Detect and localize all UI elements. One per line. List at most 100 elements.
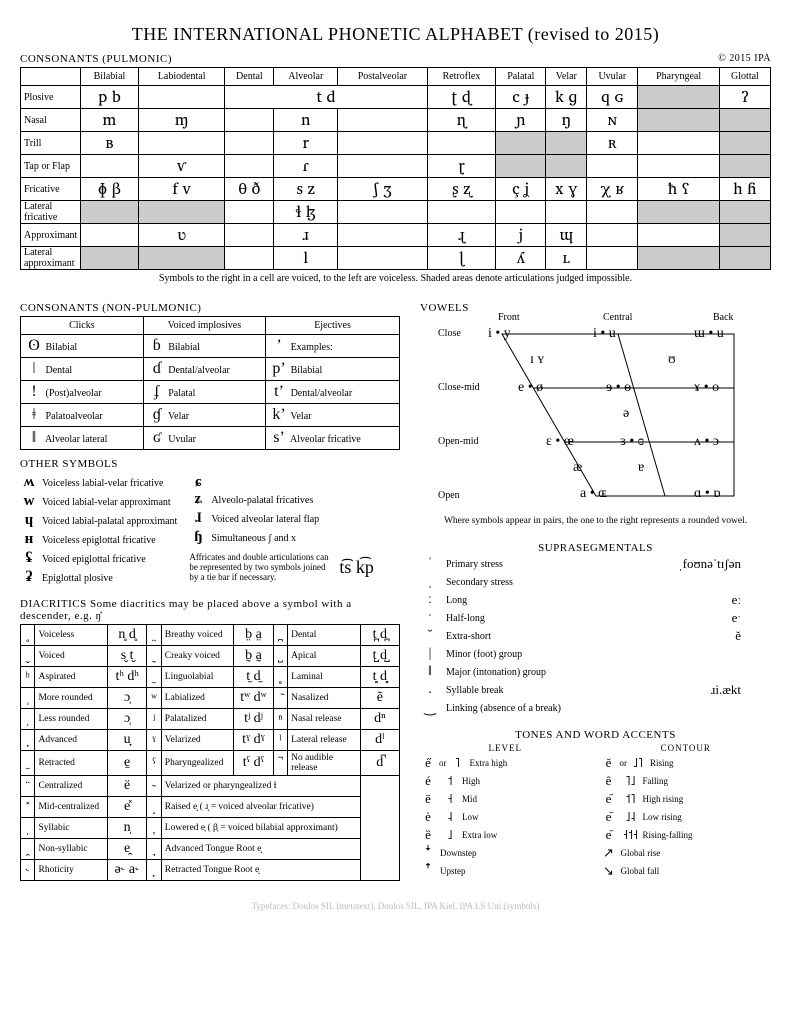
nonpulm-cell: kʼ Velar (266, 404, 400, 427)
copyright: © 2015 IPA (718, 53, 771, 64)
pulm-col: Velar (546, 68, 587, 86)
pulm-row-label: Tap or Flap (21, 155, 81, 178)
pulm-cell (638, 109, 720, 132)
pulm-cell: χ ʁ (587, 178, 638, 201)
pulm-cell: ʂ ʐ (427, 178, 496, 201)
other-symbols-right: ɕ ʑAlveolo-palatal fricativesɺVoiced alv… (189, 474, 374, 546)
supra-item: ˌSecondary stress (420, 574, 771, 590)
pulm-col: Palatal (496, 68, 546, 86)
supra-item: |Minor (foot) group (420, 646, 771, 662)
diacritics-heading: DIACRITICS Some diacritics may be placed… (20, 598, 400, 622)
pulm-col: Dental (225, 68, 274, 86)
pulm-cell: ɭ (427, 247, 496, 270)
pulm-cell (225, 109, 274, 132)
pulm-cell (719, 109, 770, 132)
pulmonic-heading: CONSONANTS (PULMONIC) (20, 53, 172, 65)
pulm-cell (587, 224, 638, 247)
tone-item: ěor˩˥Rising (601, 755, 772, 771)
supra-item: ˑHalf-longeˑ (420, 610, 771, 626)
tiebar-examples: t͡s k͡p (339, 557, 374, 578)
other-symbol: ʜVoiceless epiglottal fricative (20, 531, 177, 548)
pulm-cell: t d (225, 86, 427, 109)
nonpulmonic-heading: CONSONANTS (NON-PULMONIC) (20, 302, 400, 314)
nonpulm-cell: ʘ Bilabial (21, 335, 144, 358)
pulm-cell: l (274, 247, 338, 270)
vowel-point: i • y (488, 326, 511, 342)
pulm-cell (638, 247, 720, 270)
tone-item: e̋or˥Extra high (420, 755, 591, 771)
pulm-cell (587, 155, 638, 178)
pulm-col: Alveolar (274, 68, 338, 86)
pulm-cell: ɾ (274, 155, 338, 178)
pulm-cell: θ ð (225, 178, 274, 201)
pulm-cell: ʎ (496, 247, 546, 270)
diacritics-table: ̥Voicelessn̥ d̥̤Breathy voicedb̤ a̤̪Dent… (20, 624, 400, 881)
supra-item: ‖Major (intonation) group (420, 664, 771, 680)
vowel-note: Where symbols appear in pairs, the one t… (420, 516, 771, 526)
nonpulm-cell: ʄ Palatal (143, 381, 265, 404)
tone-item: e᷄˦˥High rising (601, 791, 772, 807)
other-symbol: ʍVoiceless labial-velar fricative (20, 474, 177, 491)
nonpulm-cell: ʼ Examples: (266, 335, 400, 358)
other-symbol: wVoiced labial-velar approximant (20, 493, 177, 510)
pulm-cell: ɸ β (81, 178, 139, 201)
pulm-col: Postalveolar (338, 68, 427, 86)
pulm-cell (225, 247, 274, 270)
nonpulm-cell: ǃ (Post)alveolar (21, 381, 144, 404)
footer-typefaces: Typefaces: Doulos SIL (metatext), Doulos… (20, 901, 771, 911)
pulm-cell (225, 224, 274, 247)
pulm-row-label: Trill (21, 132, 81, 155)
pulm-cell: ɲ (496, 109, 546, 132)
pulm-cell: r (274, 132, 338, 155)
pulm-cell: s z (274, 178, 338, 201)
supra-item: ̆Extra-shortĕ (420, 628, 771, 644)
vowel-point: ʌ • ɔ (694, 434, 719, 450)
pulm-cell (719, 155, 770, 178)
supra-item: .Syllable breakɹi.ækt (420, 682, 771, 698)
pulm-cell (225, 132, 274, 155)
pulm-cell (225, 155, 274, 178)
pulm-cell: ħ ʕ (638, 178, 720, 201)
pulm-cell (587, 247, 638, 270)
pulm-row-label: Lateral approximant (21, 247, 81, 270)
pulm-cell (546, 201, 587, 224)
pulm-cell: ɳ (427, 109, 496, 132)
nonpulm-cell: pʼ Bilabial (266, 358, 400, 381)
pulm-row-label: Fricative (21, 178, 81, 201)
pulm-cell: p b (81, 86, 139, 109)
vowel-point: ɜ • ɞ (620, 434, 644, 450)
pulm-cell (638, 224, 720, 247)
pulm-cell: ʈ ɖ (427, 86, 496, 109)
pulm-cell (338, 132, 427, 155)
pulm-cell: x ɣ (546, 178, 587, 201)
supra-item: ːLongeː (420, 592, 771, 608)
pulm-cell (638, 201, 720, 224)
tone-item: ꜜDownstep (420, 845, 591, 861)
pulm-row-label: Nasal (21, 109, 81, 132)
nonpulm-cell: sʼ Alveolar fricative (266, 427, 400, 450)
vowel-point: ɤ • o (694, 380, 719, 396)
nonpulm-cell: ǂ Palatoalveolar (21, 404, 144, 427)
pulm-cell: ŋ (546, 109, 587, 132)
pulm-cell (638, 86, 720, 109)
nonpulm-cell: ǀ Dental (21, 358, 144, 381)
pulm-cell: ʋ (138, 224, 224, 247)
pulm-cell (138, 247, 224, 270)
other-symbol: ɺVoiced alveolar lateral flap (189, 510, 374, 527)
contour-head: CONTOUR (601, 743, 772, 753)
pulm-cell: n (274, 109, 338, 132)
pulm-cell (587, 201, 638, 224)
pulm-cell: ɹ (274, 224, 338, 247)
vowel-point: ɛ • œ (546, 434, 574, 450)
page-title: THE INTERNATIONAL PHONETIC ALPHABET (rev… (20, 24, 771, 45)
pulm-cell: ɽ (427, 155, 496, 178)
pulmonic-table: BilabialLabiodentalDentalAlveolarPostalv… (20, 67, 771, 270)
pulm-cell (496, 201, 546, 224)
nonpulmonic-table: ClicksVoiced implosivesEjectives ʘ Bilab… (20, 316, 400, 450)
vowel-point: ɨ • ʉ (593, 326, 616, 342)
vowel-point: ɘ • ɵ (606, 380, 631, 396)
tone-item: ↗Global rise (601, 845, 772, 861)
supra-heading: SUPRASEGMENTALS (420, 542, 771, 554)
other-symbol: ʡEpiglottal plosive (20, 569, 177, 586)
tone-item: e᷈˧˦˧Rising-falling (601, 827, 772, 843)
